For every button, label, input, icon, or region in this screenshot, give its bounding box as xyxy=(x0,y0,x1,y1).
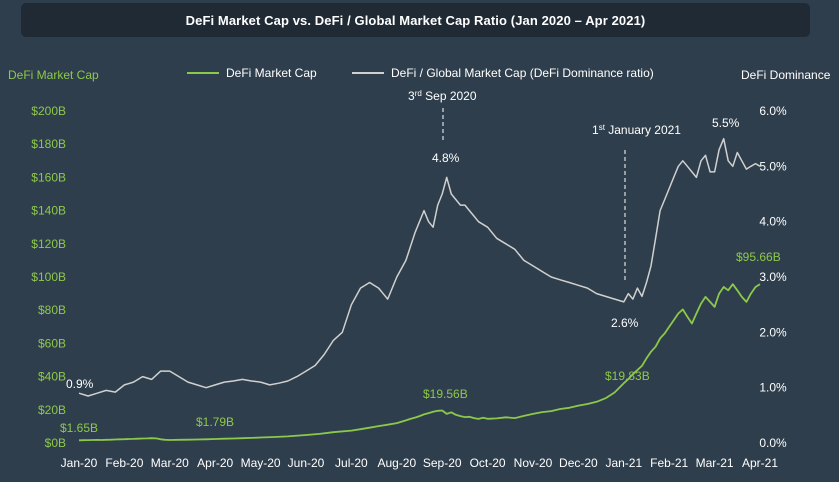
x-axis-tick-label: Oct-20 xyxy=(470,456,506,470)
annotation-jan-mcap: $19.83B xyxy=(605,369,650,383)
left-axis-tick-label: $100B xyxy=(31,270,66,284)
left-axis-tick-label: $180B xyxy=(31,137,66,151)
left-axis-tick-label: $20B xyxy=(38,403,66,417)
x-axis-tick-label: Nov-20 xyxy=(514,456,553,470)
right-axis-tick-label: 4.0% xyxy=(759,215,787,229)
chart-title-bar: DeFi Market Cap vs. DeFi / Global Market… xyxy=(21,3,810,37)
annotation-sep-dominance: 4.8% xyxy=(432,151,460,165)
annotation-apr-mcap: $1.79B xyxy=(196,415,234,429)
x-axis-tick-label: Feb-20 xyxy=(105,456,143,470)
left-axis-tick-label: $80B xyxy=(38,303,66,317)
left-axis-tick-label: $0B xyxy=(45,436,66,450)
chart-title: DeFi Market Cap vs. DeFi / Global Market… xyxy=(185,12,646,28)
x-axis-ticks: Jan-20 Feb-20 Mar-20 Apr-20 May-20 Jun-20 Jul-… xyxy=(61,456,779,470)
series-line-defi-mcap xyxy=(78,283,761,442)
annotation-end-mcap: $95.66B xyxy=(736,250,781,264)
x-axis-tick-label: Jul-20 xyxy=(335,456,368,470)
right-axis-tick-label: 1.0% xyxy=(759,381,787,395)
right-axis-tick-label: 3.0% xyxy=(759,270,787,284)
right-axis-tick-label: 5.0% xyxy=(759,159,787,173)
left-axis-title: DeFi Market Cap xyxy=(8,68,99,82)
series-line-dominance xyxy=(78,137,761,397)
x-axis-tick-label: Dec-20 xyxy=(559,456,598,470)
right-axis-tick-label: 2.0% xyxy=(759,325,787,339)
x-axis-tick-label: Jan-20 xyxy=(61,456,98,470)
left-axis-tick-label: $200B xyxy=(31,104,66,118)
annotation-jan-date: 1st January 2021 xyxy=(592,123,681,137)
x-axis-tick-label: Jun-20 xyxy=(288,456,325,470)
annotation-start-dominance: 0.9% xyxy=(66,377,94,391)
x-axis-tick-label: Aug-20 xyxy=(377,456,416,470)
left-axis-tick-label: $40B xyxy=(38,370,66,384)
left-axis-ticks: $0B $20B $40B $60B $80B $100B $120B $140B $160B $… xyxy=(31,104,66,450)
annotation-jan-dominance: 2.6% xyxy=(611,316,639,330)
legend-label-defi-mcap: DeFi Market Cap xyxy=(226,66,317,80)
x-axis-tick-label: Jan-21 xyxy=(605,456,642,470)
annotation-sep-mcap: $19.56B xyxy=(423,387,468,401)
legend-label-dominance: DeFi / Global Market Cap (DeFi Dominance… xyxy=(391,66,654,80)
left-axis-tick-label: $160B xyxy=(31,170,66,184)
annotation-start-mcap: $1.65B xyxy=(60,421,98,435)
x-axis-tick-label: Apr-21 xyxy=(742,456,778,470)
left-axis-tick-label: $60B xyxy=(38,336,66,350)
x-axis-tick-label: May-20 xyxy=(241,456,281,470)
annotation-sep-date: 3rd Sep 2020 xyxy=(408,89,477,103)
x-axis-tick-label: Feb-21 xyxy=(650,456,688,470)
right-axis-ticks: 0.0% 1.0% 2.0% 3.0% 4.0% 5.0% 6.0% xyxy=(759,104,787,450)
annotation-peak-dominance: 5.5% xyxy=(712,116,740,130)
x-axis-tick-label: Mar-20 xyxy=(151,456,189,470)
x-axis-tick-label: Mar-21 xyxy=(696,456,734,470)
left-axis-tick-label: $140B xyxy=(31,204,66,218)
right-axis-tick-label: 6.0% xyxy=(759,104,787,118)
right-axis-title: DeFi Dominance xyxy=(741,68,831,82)
left-axis-tick-label: $120B xyxy=(31,237,66,251)
x-axis-tick-label: Apr-20 xyxy=(197,456,233,470)
right-axis-tick-label: 0.0% xyxy=(759,436,787,450)
x-axis-tick-label: Sep-20 xyxy=(423,456,462,470)
